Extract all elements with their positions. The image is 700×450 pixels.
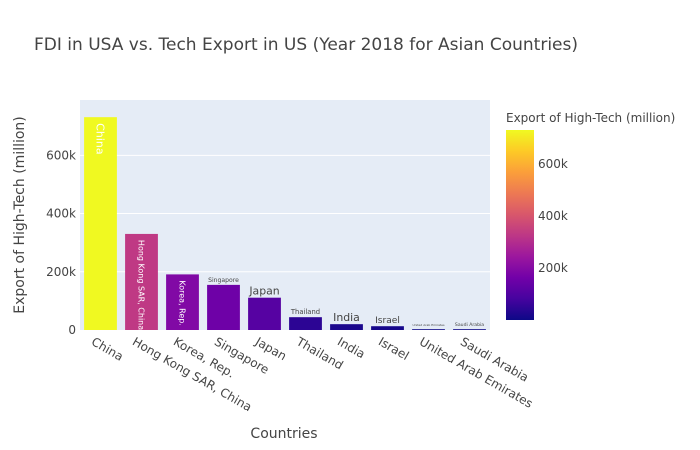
x-tick-label: China	[89, 334, 126, 363]
bar-label: United Arab Emirates	[412, 323, 445, 327]
colorbar-tick-label: 600k	[538, 157, 568, 171]
bar[interactable]	[166, 274, 199, 330]
bar-label: Korea, Rep.	[178, 280, 187, 326]
colorbar-tick-label: 200k	[538, 261, 568, 275]
bars: China Hong Kong SAR, China Korea, Rep. Sing…	[84, 117, 486, 330]
bar[interactable]	[207, 284, 240, 330]
y-tick-label: 600k	[46, 148, 76, 162]
colorbar: Export of High-Tech (million) 200k 400k 60…	[506, 111, 675, 320]
y-axis-ticks: 0 200k 400k 600k	[46, 148, 76, 337]
bar[interactable]	[330, 324, 363, 330]
colorbar-gradient	[506, 130, 534, 320]
bar-label: Thailand	[290, 308, 320, 316]
colorbar-ticks: 200k 400k 600k	[538, 157, 568, 275]
bar-label: Saudi Arabia	[455, 322, 484, 328]
y-axis-title: Export of High-Tech (million)	[12, 116, 28, 314]
x-axis-title: Countries	[250, 426, 317, 442]
bar-label: China	[94, 123, 107, 154]
bar-label: Israel	[375, 316, 400, 326]
chart-title: FDI in USA vs. Tech Export in US (Year 2…	[34, 35, 578, 55]
bar[interactable]	[125, 233, 158, 330]
y-tick-label: 400k	[46, 207, 76, 221]
bar-label: Japan	[248, 285, 279, 298]
bar-label: India	[333, 311, 360, 324]
bar[interactable]	[289, 317, 322, 330]
x-tick-label: Thailand	[293, 334, 346, 372]
bar[interactable]	[453, 329, 486, 330]
y-tick-label: 0	[68, 323, 76, 337]
colorbar-title: Export of High-Tech (million)	[506, 111, 675, 125]
colorbar-tick-label: 400k	[538, 209, 568, 223]
bar-label: Singapore	[208, 277, 239, 284]
x-tick-label: Israel	[376, 334, 411, 363]
y-tick-label: 200k	[46, 265, 76, 279]
bar[interactable]	[248, 297, 281, 330]
bar-label: Hong Kong SAR, China	[137, 240, 146, 330]
bar[interactable]	[371, 326, 404, 330]
bar[interactable]	[412, 329, 445, 330]
bar[interactable]	[84, 117, 117, 330]
